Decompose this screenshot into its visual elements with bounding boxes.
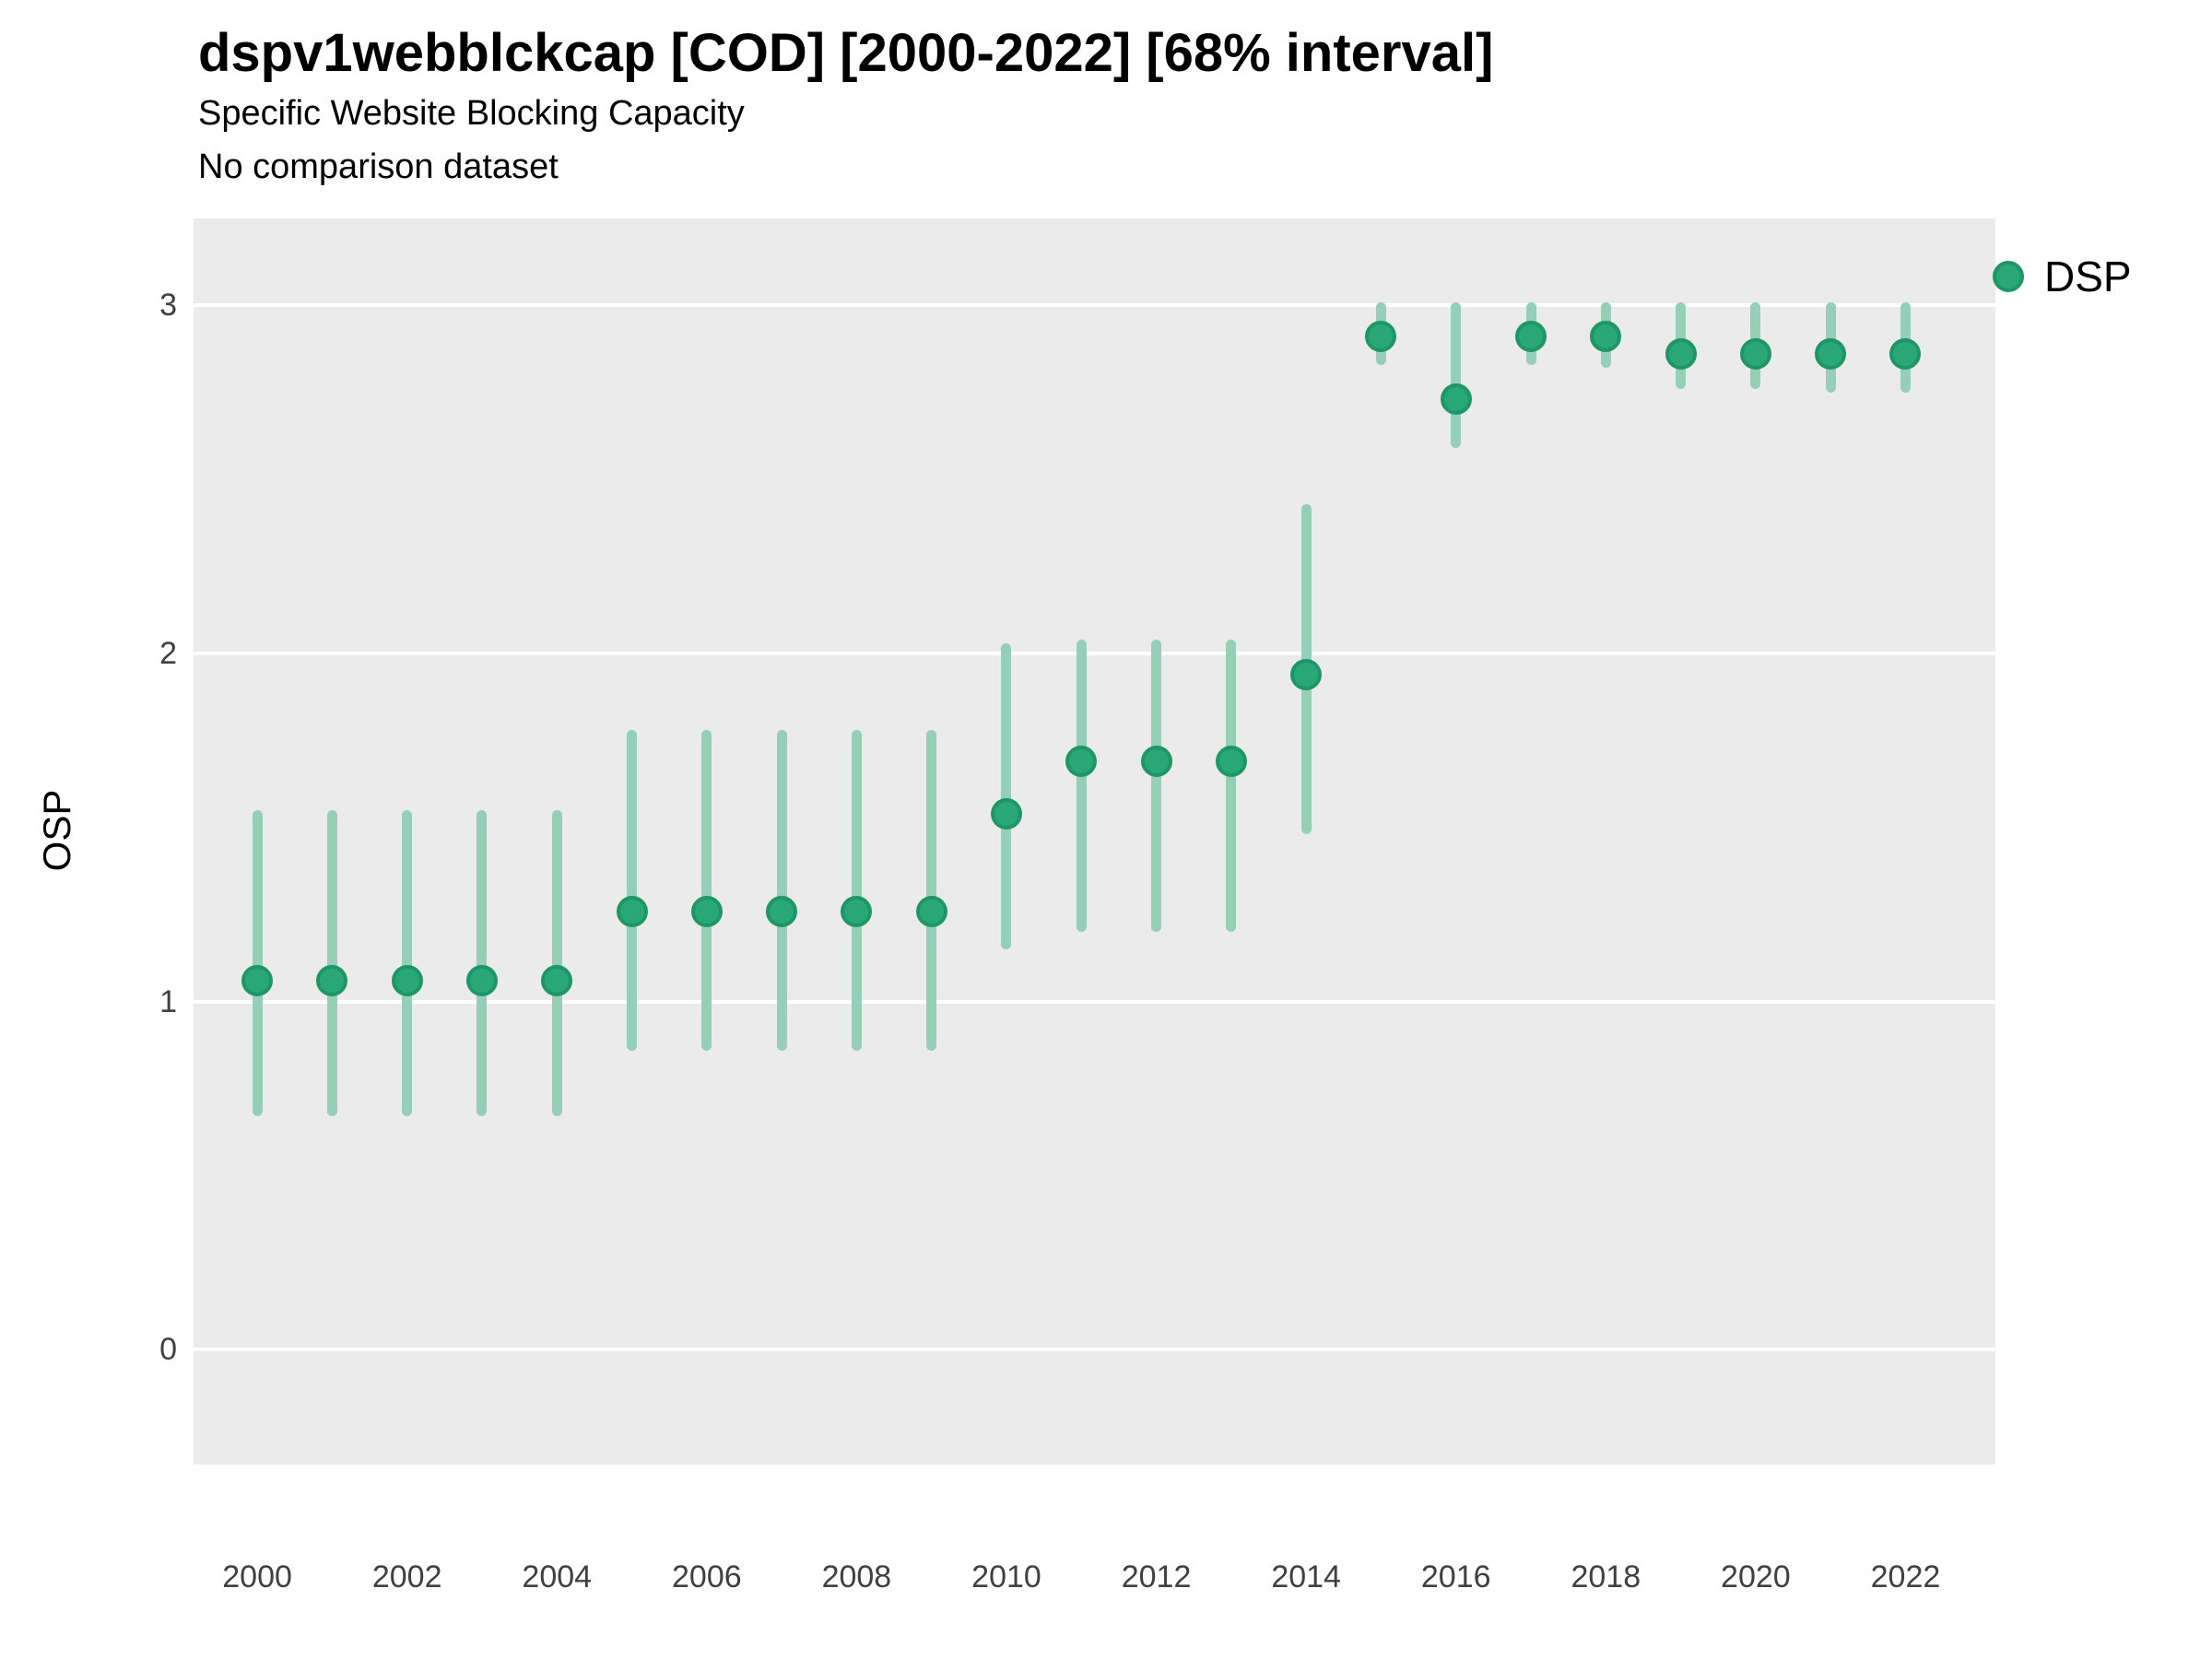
x-tick-label-2002: 2002 bbox=[371, 1559, 442, 1594]
data-point-2007 bbox=[766, 895, 798, 927]
data-point-2018 bbox=[1590, 321, 1622, 353]
interval-bar-2012 bbox=[1151, 639, 1162, 933]
interval-bar-2006 bbox=[701, 730, 712, 1051]
data-point-2008 bbox=[841, 895, 873, 927]
interval-bar-2009 bbox=[926, 730, 937, 1051]
grid-line-y-1 bbox=[194, 999, 1995, 1004]
interval-bar-2016 bbox=[1451, 301, 1462, 449]
y-tick-label-1: 1 bbox=[159, 983, 177, 1019]
data-point-2002 bbox=[391, 965, 423, 997]
data-point-2003 bbox=[465, 965, 498, 997]
interval-bar-2011 bbox=[1076, 639, 1087, 933]
interval-bar-2001 bbox=[326, 810, 337, 1117]
x-tick-label-2022: 2022 bbox=[1870, 1559, 1941, 1594]
data-point-2012 bbox=[1140, 746, 1172, 778]
legend-point-icon bbox=[1993, 261, 2024, 292]
x-tick-label-2016: 2016 bbox=[1420, 1559, 1491, 1594]
interval-bar-2000 bbox=[252, 810, 263, 1117]
chart-subtitle: Specific Website Blocking Capacity bbox=[198, 94, 745, 133]
data-point-2010 bbox=[990, 797, 1022, 830]
data-point-2015 bbox=[1365, 321, 1397, 353]
interval-bar-2010 bbox=[1001, 642, 1012, 950]
data-point-2013 bbox=[1215, 746, 1247, 778]
x-tick-label-2018: 2018 bbox=[1571, 1559, 1641, 1594]
x-tick-label-2006: 2006 bbox=[672, 1559, 742, 1594]
interval-bar-2005 bbox=[627, 730, 638, 1051]
comparison-note: No comparison dataset bbox=[198, 147, 559, 186]
y-tick-label-2: 2 bbox=[159, 636, 177, 672]
grid-line-y-2 bbox=[194, 652, 1995, 656]
data-point-2006 bbox=[690, 895, 723, 927]
data-point-2001 bbox=[316, 965, 348, 997]
data-point-2016 bbox=[1440, 383, 1472, 416]
data-point-2020 bbox=[1739, 338, 1771, 371]
data-point-2019 bbox=[1665, 338, 1697, 371]
data-point-2011 bbox=[1065, 746, 1098, 778]
x-tick-label-2010: 2010 bbox=[971, 1559, 1041, 1594]
data-point-2009 bbox=[915, 895, 947, 927]
data-point-2004 bbox=[541, 965, 573, 997]
y-axis-title: OSP bbox=[35, 789, 78, 872]
x-tick-label-2012: 2012 bbox=[1121, 1559, 1192, 1594]
data-point-2017 bbox=[1515, 321, 1547, 353]
y-tick-label-3: 3 bbox=[159, 288, 177, 324]
interval-bar-2002 bbox=[402, 810, 413, 1117]
data-point-2005 bbox=[616, 895, 648, 927]
data-point-2022 bbox=[1889, 338, 1922, 371]
legend-label: DSP bbox=[2044, 253, 2132, 300]
x-tick-label-2008: 2008 bbox=[821, 1559, 892, 1594]
data-point-2000 bbox=[241, 965, 274, 997]
y-tick-label-0: 0 bbox=[159, 1332, 177, 1368]
data-point-2021 bbox=[1815, 338, 1847, 371]
x-tick-label-2020: 2020 bbox=[1721, 1559, 1791, 1594]
x-tick-label-2000: 2000 bbox=[222, 1559, 292, 1594]
interval-bar-2008 bbox=[851, 730, 862, 1051]
data-point-2014 bbox=[1290, 658, 1323, 690]
chart-title: dspv1webblckcap [COD] [2000-2022] [68% i… bbox=[198, 23, 1494, 83]
interval-bar-2007 bbox=[776, 730, 787, 1051]
interval-bar-2013 bbox=[1226, 639, 1237, 933]
chart-header: dspv1webblckcap [COD] [2000-2022] [68% i… bbox=[198, 20, 1493, 194]
plot-panel bbox=[194, 218, 1995, 1465]
grid-line-y-0 bbox=[194, 1347, 1995, 1352]
interval-bar-2004 bbox=[551, 810, 562, 1117]
x-tick-label-2004: 2004 bbox=[522, 1559, 593, 1594]
legend: DSP bbox=[1993, 251, 2132, 302]
interval-bar-2003 bbox=[477, 810, 488, 1117]
x-tick-label-2014: 2014 bbox=[1271, 1559, 1341, 1594]
grid-line-y-3 bbox=[194, 303, 1995, 308]
